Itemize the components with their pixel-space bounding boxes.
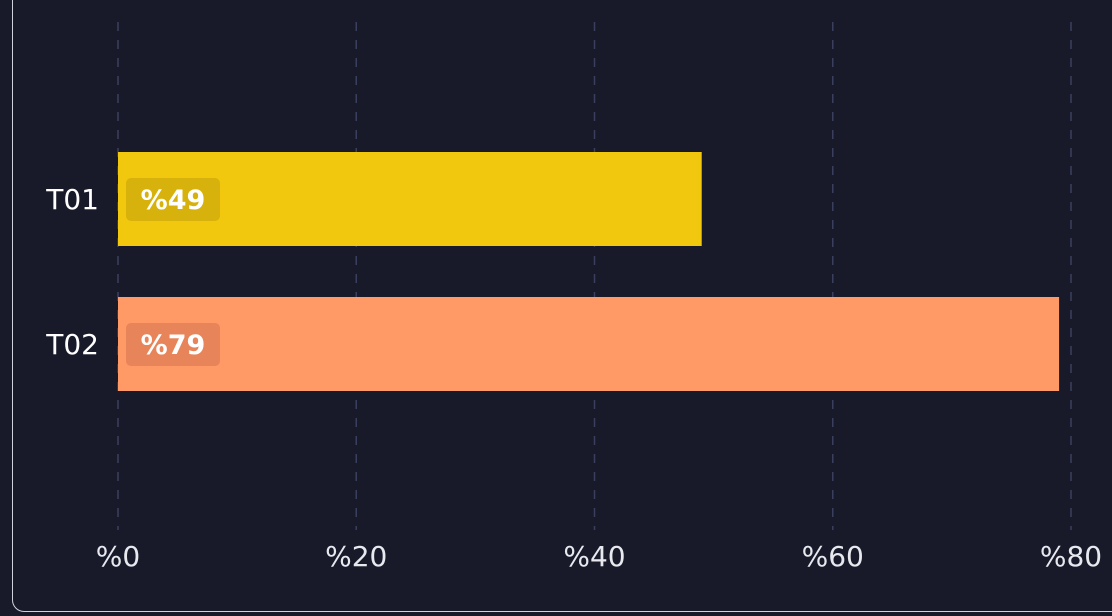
bar xyxy=(118,297,1060,391)
value-label: %49 xyxy=(141,185,206,216)
value-label-badge xyxy=(126,178,220,221)
x-axis-ticks: %0 %20 %40 %60 %80 xyxy=(96,540,1102,573)
category-label: T02 xyxy=(45,328,99,361)
x-tick-label: %40 xyxy=(563,540,625,573)
x-tick-label: %60 xyxy=(802,540,864,573)
y-axis-categories: T01 T02 xyxy=(45,183,99,361)
x-tick-label: %20 xyxy=(325,540,387,573)
category-label: T01 xyxy=(45,183,99,216)
value-label-badge xyxy=(126,323,220,366)
x-tick-label: %80 xyxy=(1040,540,1102,573)
grid-lines xyxy=(117,22,1072,530)
x-tick-label: %0 xyxy=(96,540,140,573)
value-label: %79 xyxy=(141,330,206,361)
bars: %49 %79 xyxy=(118,152,1060,391)
